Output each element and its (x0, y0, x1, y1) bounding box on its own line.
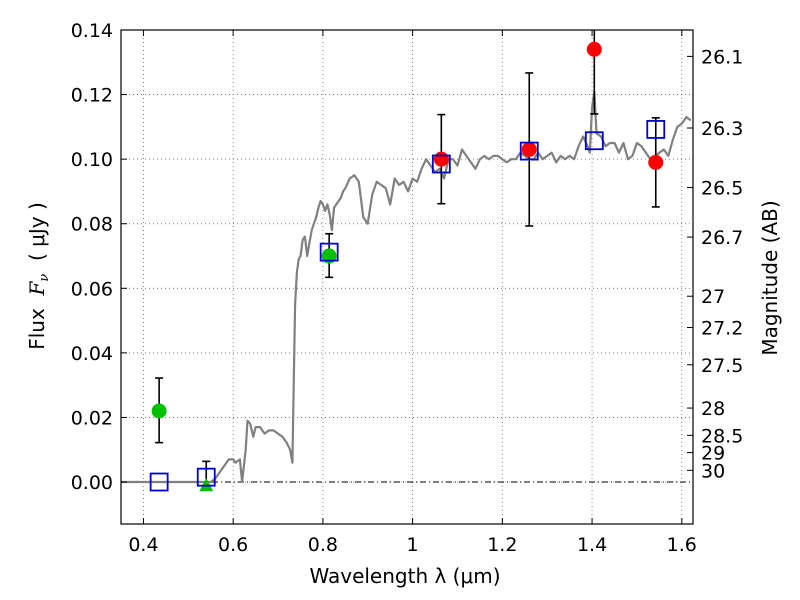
y-tick-label: 0.04 (71, 343, 113, 365)
model-photometry-point (319, 242, 339, 262)
model-photometry-point (431, 154, 451, 174)
model-photometry-point (149, 472, 169, 492)
y2-tick-label: 26.5 (701, 178, 743, 200)
data-point (151, 403, 167, 419)
plot-frame (120, 29, 694, 525)
model-sed-line (121, 90, 692, 484)
y2-tick-label: 26.1 (701, 46, 743, 68)
y2-tick-label: 27 (701, 286, 725, 308)
y-tick-label: 0.08 (71, 214, 113, 236)
axis-ticks: 0.4 0.6 0.8 1 1.2 1.4 1.6 0.00 0.02 0.04 0.06 0.08 0… (71, 20, 744, 556)
y2-tick-label: 28 (701, 398, 725, 420)
y2-tick-label: 26.3 (701, 118, 743, 140)
x-tick-label: 0.4 (128, 534, 158, 556)
y-tick-label: 0.12 (71, 85, 113, 107)
y2-tick-label: 27.5 (701, 355, 743, 377)
y-axis-label: Flux Fν ( μJy ) (25, 202, 52, 350)
model-photometry-point (646, 120, 666, 139)
y-tick-label: 0.06 (71, 278, 113, 300)
upper-limit-point (199, 478, 214, 492)
model-photometry-point (584, 131, 604, 151)
x-tick-label: 1 (407, 534, 419, 556)
y-tick-label: 0.14 (71, 20, 113, 42)
x-axis-label: Wavelength λ (μm) (309, 564, 500, 588)
y2-tick-label: 30 (701, 460, 725, 482)
x-tick-label: 1.2 (487, 534, 517, 556)
x-tick-label: 0.6 (218, 534, 248, 556)
y-tick-label: 0.00 (71, 472, 113, 494)
data-markers (149, 41, 666, 492)
grid (121, 29, 693, 524)
data-point (433, 151, 449, 167)
data-point (521, 141, 537, 157)
y-tick-label: 0.10 (71, 149, 113, 171)
data-point (648, 154, 664, 170)
data-point (586, 41, 602, 57)
y-tick-label: 0.02 (71, 407, 113, 429)
y2-axis-label: Magnitude (AB) (758, 200, 782, 355)
x-tick-label: 0.8 (308, 534, 338, 556)
y2-tick-label: 26.7 (701, 227, 743, 249)
y2-tick-label: 29 (701, 443, 725, 465)
y2-tick-label: 28.5 (701, 425, 743, 447)
x-tick-label: 1.4 (577, 534, 607, 556)
y2-tick-label: 27.2 (701, 317, 743, 339)
model-photometry-point (519, 141, 539, 161)
model-photometry-point (196, 467, 216, 487)
x-tick-label: 1.6 (667, 534, 697, 556)
error-bars (155, 30, 660, 487)
